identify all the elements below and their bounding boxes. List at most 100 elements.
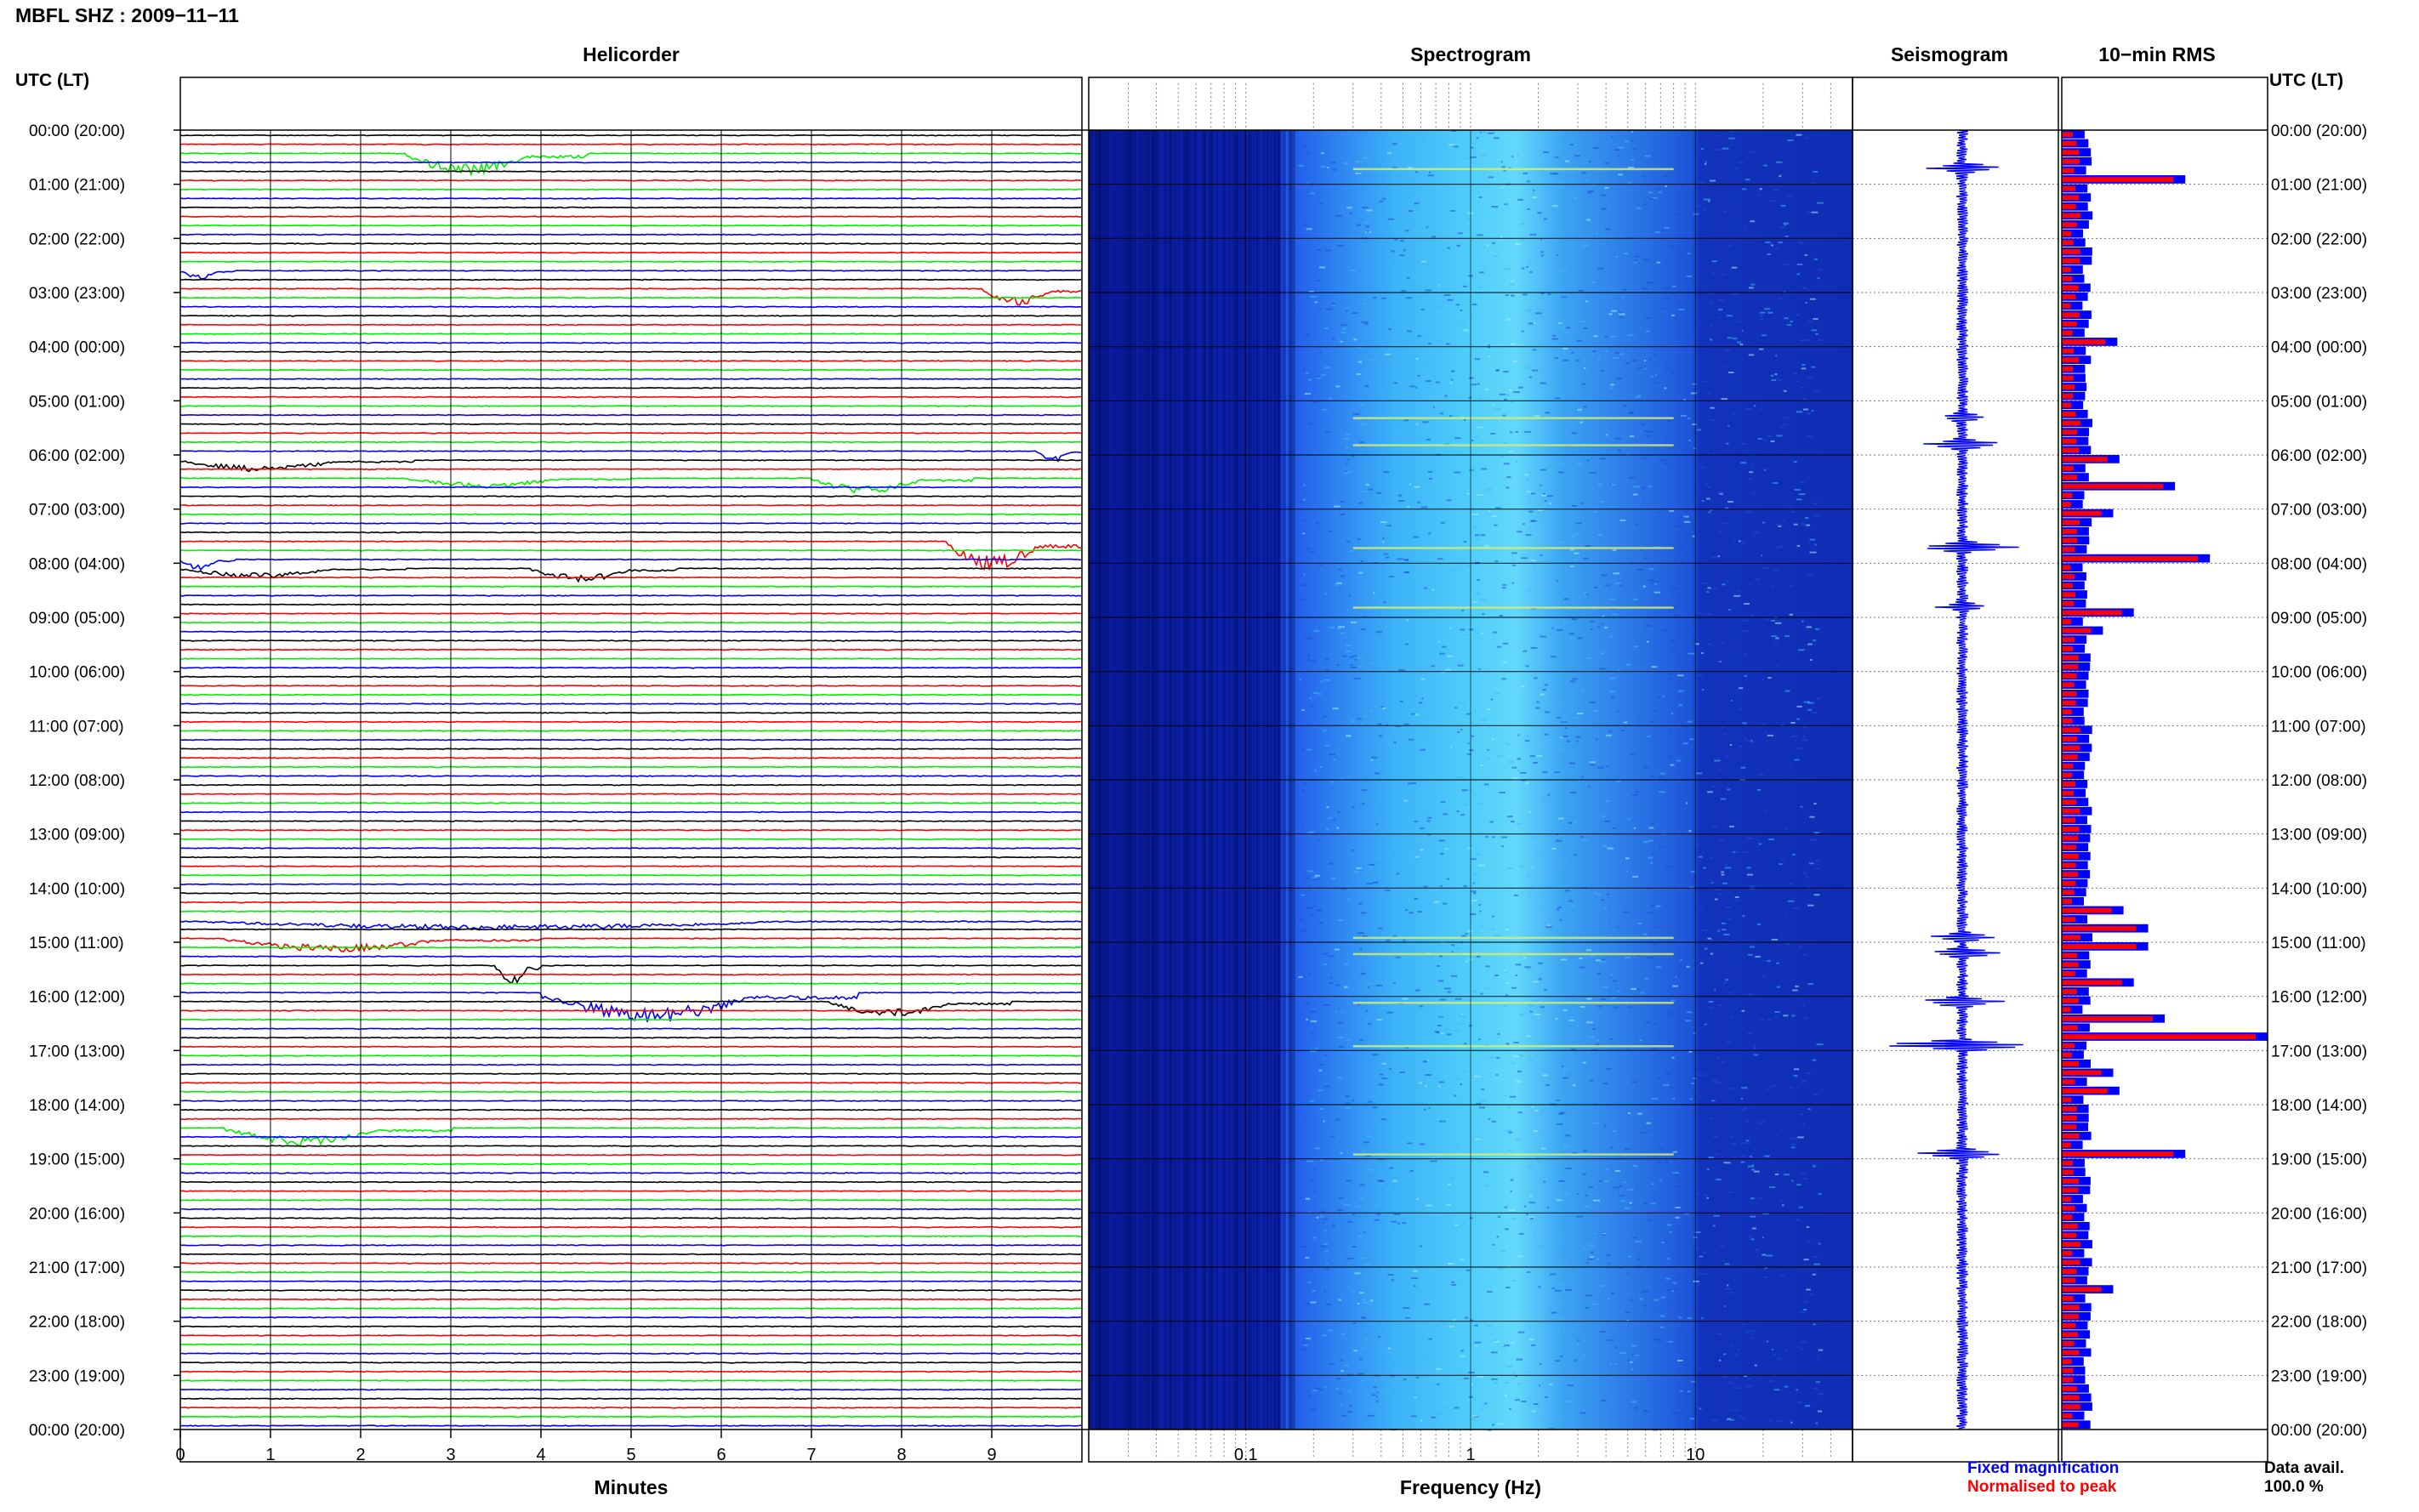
spectrogram-texture xyxy=(1806,626,1812,628)
spectrogram-texture xyxy=(1530,492,1536,495)
spectrogram-texture xyxy=(1453,580,1456,583)
spectrogram-texture xyxy=(1388,1370,1394,1373)
spectrogram-texture xyxy=(1741,1142,1748,1145)
spectrogram-texture xyxy=(1450,888,1456,890)
spectrogram-texture xyxy=(1379,200,1384,202)
spectrogram-texture xyxy=(1330,781,1335,783)
spectrogram-texture xyxy=(1603,1125,1607,1128)
spectrogram-texture xyxy=(1816,697,1822,700)
rms-bar-normalised xyxy=(2062,1079,2075,1085)
spectrogram-texture xyxy=(1812,1255,1818,1258)
spectrogram-texture xyxy=(1538,1419,1540,1422)
spectrogram-texture xyxy=(1744,675,1748,677)
rms-bar-normalised xyxy=(2062,925,2137,931)
spectrogram-texture xyxy=(1364,322,1369,325)
spectrogram-texture xyxy=(1744,1106,1748,1109)
spectrogram-texture xyxy=(1602,986,1608,988)
spectrogram-texture xyxy=(1443,902,1448,905)
spectrogram-texture xyxy=(1634,827,1636,829)
spectrogram-texture xyxy=(1793,907,1799,909)
spectrogram-texture xyxy=(1659,459,1666,462)
rms-bar-normalised xyxy=(2062,555,2199,561)
spectrogram-texture xyxy=(1363,1231,1366,1234)
spectrogram-texture xyxy=(1581,172,1587,174)
spectrogram-texture xyxy=(1642,841,1648,844)
spectrogram-texture xyxy=(1765,242,1771,243)
spectrogram-texture xyxy=(1642,766,1649,769)
spectrogram-texture xyxy=(1631,987,1636,990)
spectrogram-texture xyxy=(1706,516,1710,519)
spectrogram-texture xyxy=(1502,414,1506,417)
spectrogram-texture xyxy=(1513,391,1520,394)
spectrogram-texture xyxy=(1360,560,1363,562)
spectrogram-texture xyxy=(1504,398,1507,401)
rms-bar-normalised xyxy=(2062,1097,2072,1103)
rms-bar-fixed xyxy=(2062,229,2083,238)
spectrogram-texture xyxy=(1698,855,1703,858)
spectrogram-texture xyxy=(1777,664,1779,667)
spectrogram-texture xyxy=(1346,650,1352,652)
spectrogram-texture xyxy=(1636,1258,1641,1260)
spectrogram-texture xyxy=(1623,911,1629,913)
rms-bar-normalised xyxy=(2062,935,2080,941)
spectrogram-texture xyxy=(1516,822,1523,825)
spectrogram-texture xyxy=(1817,202,1824,204)
spectrogram-texture xyxy=(1626,1272,1630,1275)
spectrogram-x-tick-label: 1 xyxy=(1466,1446,1475,1464)
rms-bar-normalised xyxy=(2062,1295,2074,1301)
spectrogram-texture xyxy=(1408,738,1414,741)
rms-bar-normalised xyxy=(2062,827,2080,833)
spectrogram-texture xyxy=(1325,1262,1329,1265)
spectrogram-texture xyxy=(1300,930,1306,932)
spectrogram-texture xyxy=(1341,1415,1347,1418)
rms-title: 10−min RMS xyxy=(2098,43,2215,65)
spectrogram-texture xyxy=(1796,1184,1801,1186)
spectrogram-texture xyxy=(1648,579,1654,582)
spectrogram-texture xyxy=(1544,499,1547,502)
rms-bar-normalised xyxy=(2062,312,2080,318)
spectrogram-texture xyxy=(1377,856,1381,859)
spectrogram-texture xyxy=(1692,1030,1695,1032)
spectrogram-texture xyxy=(1610,387,1614,389)
spectrogram-texture xyxy=(1491,242,1495,244)
spectrogram-texture xyxy=(1675,1216,1680,1219)
spectrogram-texture xyxy=(1675,213,1681,215)
spectrogram-texture xyxy=(1726,1042,1732,1044)
spectrogram-texture xyxy=(1324,1230,1327,1232)
rms-bar-fixed xyxy=(2062,896,2084,906)
spectrogram-texture xyxy=(1600,998,1606,1001)
spectrogram-texture xyxy=(1784,1385,1789,1388)
spectrogram-texture xyxy=(1478,668,1481,670)
spectrogram-texture xyxy=(1504,268,1511,270)
spectrogram-texture xyxy=(1796,498,1802,501)
spectrogram-texture xyxy=(1689,1418,1695,1420)
spectrogram-texture xyxy=(1708,511,1711,514)
spectrogram-texture xyxy=(1813,1263,1820,1265)
spectrogram-texture xyxy=(1340,778,1343,781)
spectrogram-texture xyxy=(1336,827,1339,829)
spectrogram-texture xyxy=(1710,939,1713,941)
spectrogram-texture xyxy=(1699,1260,1703,1263)
spectrogram-texture xyxy=(1446,878,1449,880)
spectrogram-texture xyxy=(1318,564,1323,566)
spectrogram-texture xyxy=(1309,1408,1316,1411)
spectrogram-texture xyxy=(1695,1192,1700,1195)
spectrogram-texture xyxy=(1648,568,1654,571)
spectrogram-texture xyxy=(1723,211,1727,213)
rms-bar-normalised xyxy=(2062,1413,2073,1418)
rms-bar-fixed xyxy=(2062,1357,2084,1366)
spectrogram-texture xyxy=(1609,635,1614,638)
spectrogram-texture xyxy=(1371,652,1374,655)
spectrogram-texture xyxy=(1498,1266,1500,1269)
spectrogram-texture xyxy=(1306,659,1311,661)
spectrogram-texture xyxy=(1602,816,1606,818)
spectrogram-texture xyxy=(1662,734,1666,736)
spectrogram-texture xyxy=(1525,534,1532,537)
spectrogram-texture xyxy=(1557,181,1563,184)
panel-frame xyxy=(2061,77,2268,1463)
spectrogram-texture xyxy=(1332,338,1335,340)
spectrogram-texture xyxy=(1541,1147,1546,1150)
spectrogram-texture xyxy=(1460,1259,1465,1261)
spectrogram-texture xyxy=(1414,855,1420,858)
rms-bar-fixed xyxy=(2062,617,2083,626)
